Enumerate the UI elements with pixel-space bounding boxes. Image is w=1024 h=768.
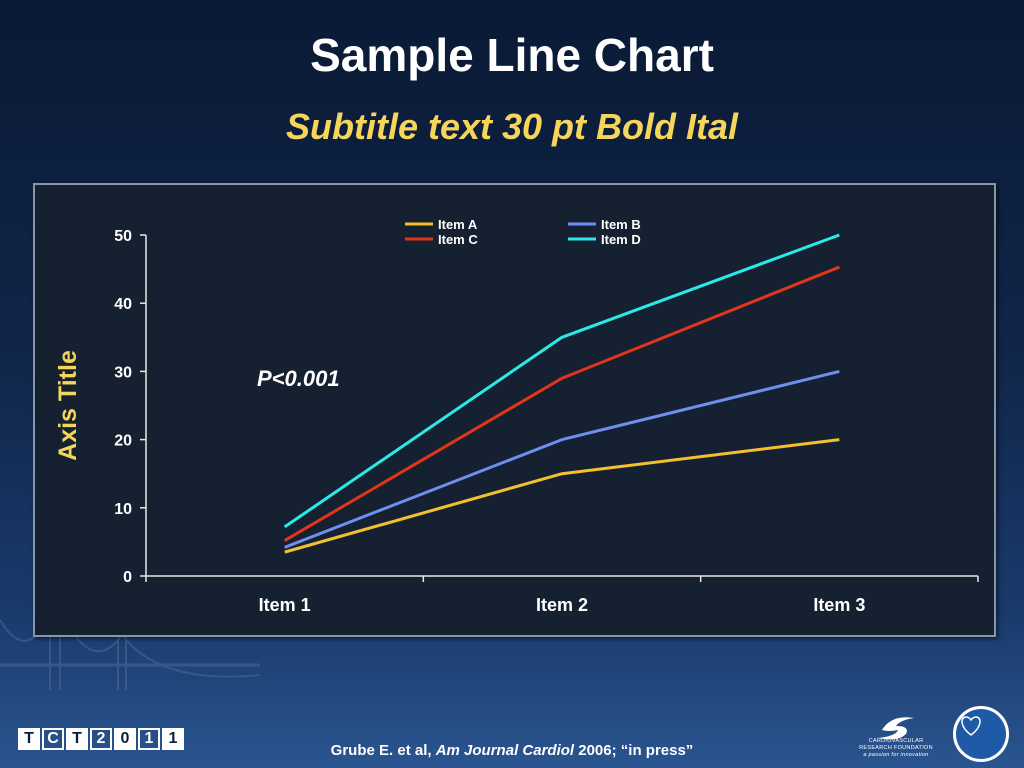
- legend-label: Item B: [601, 217, 641, 232]
- legend-label: Item C: [438, 232, 478, 247]
- y-tick-label: 30: [114, 364, 132, 381]
- p-value-annotation: P<0.001: [257, 366, 340, 391]
- logo-char: 1: [162, 728, 184, 750]
- crf-swoosh-icon: [878, 717, 914, 740]
- y-tick-label: 10: [114, 501, 132, 518]
- chart-frame: 0 10 20 30 40 50 Item 1 Item 2 Item 3 Axis Title I…: [33, 183, 996, 637]
- logo-char: C: [42, 728, 64, 750]
- series-line-item-b: [284, 369, 840, 549]
- x-tick-label: Item 1: [259, 595, 311, 615]
- citation-rest: 2006; “in press”: [578, 742, 694, 759]
- citation-journal: Am Journal Cardiol: [435, 742, 575, 759]
- citation-author: Grube E. et al,: [330, 742, 432, 759]
- y-tick-label: 40: [114, 296, 132, 313]
- series-line-item-a: [284, 438, 840, 554]
- x-tick-label: Item 3: [813, 595, 865, 615]
- logo-char: 2: [90, 728, 112, 750]
- legend-label: Item D: [601, 232, 641, 247]
- slide-subtitle: Subtitle text 30 pt Bold Ital: [285, 106, 739, 147]
- logo-char: 0: [114, 728, 136, 750]
- y-tick-label: 0: [123, 569, 132, 586]
- line-chart: 0 10 20 30 40 50 Item 1 Item 2 Item 3 Axis Title I…: [54, 217, 979, 615]
- citation: Grube E. et al, Am Journal Cardiol 2006;…: [0, 742, 1024, 759]
- y-axis-title: Axis Title: [54, 350, 82, 461]
- crf-logo-text: CARDIOVASCULAR RESEARCH FOUNDATION a pas…: [852, 738, 940, 759]
- crf-line: CARDIOVASCULAR: [868, 738, 924, 744]
- heart-icon: [961, 716, 981, 736]
- crf-tagline: a passion for innovation: [863, 752, 929, 758]
- x-tick-label: Item 2: [536, 595, 588, 615]
- series-line-item-d: [283, 233, 840, 529]
- y-tick-label: 50: [114, 228, 132, 245]
- crf-line: RESEARCH FOUNDATION: [859, 745, 933, 751]
- legend-label: Item A: [438, 217, 478, 232]
- acc-seal-logo: [953, 706, 1009, 762]
- y-tick-label: 20: [114, 433, 132, 450]
- logo-char: 1: [138, 728, 160, 750]
- logo-char: T: [66, 728, 88, 750]
- tct-2011-logo: T C T 2 0 1 1: [18, 728, 184, 750]
- slide-title: Sample Line Chart: [310, 29, 714, 81]
- series-line-item-c: [283, 265, 840, 542]
- logo-char: T: [18, 728, 40, 750]
